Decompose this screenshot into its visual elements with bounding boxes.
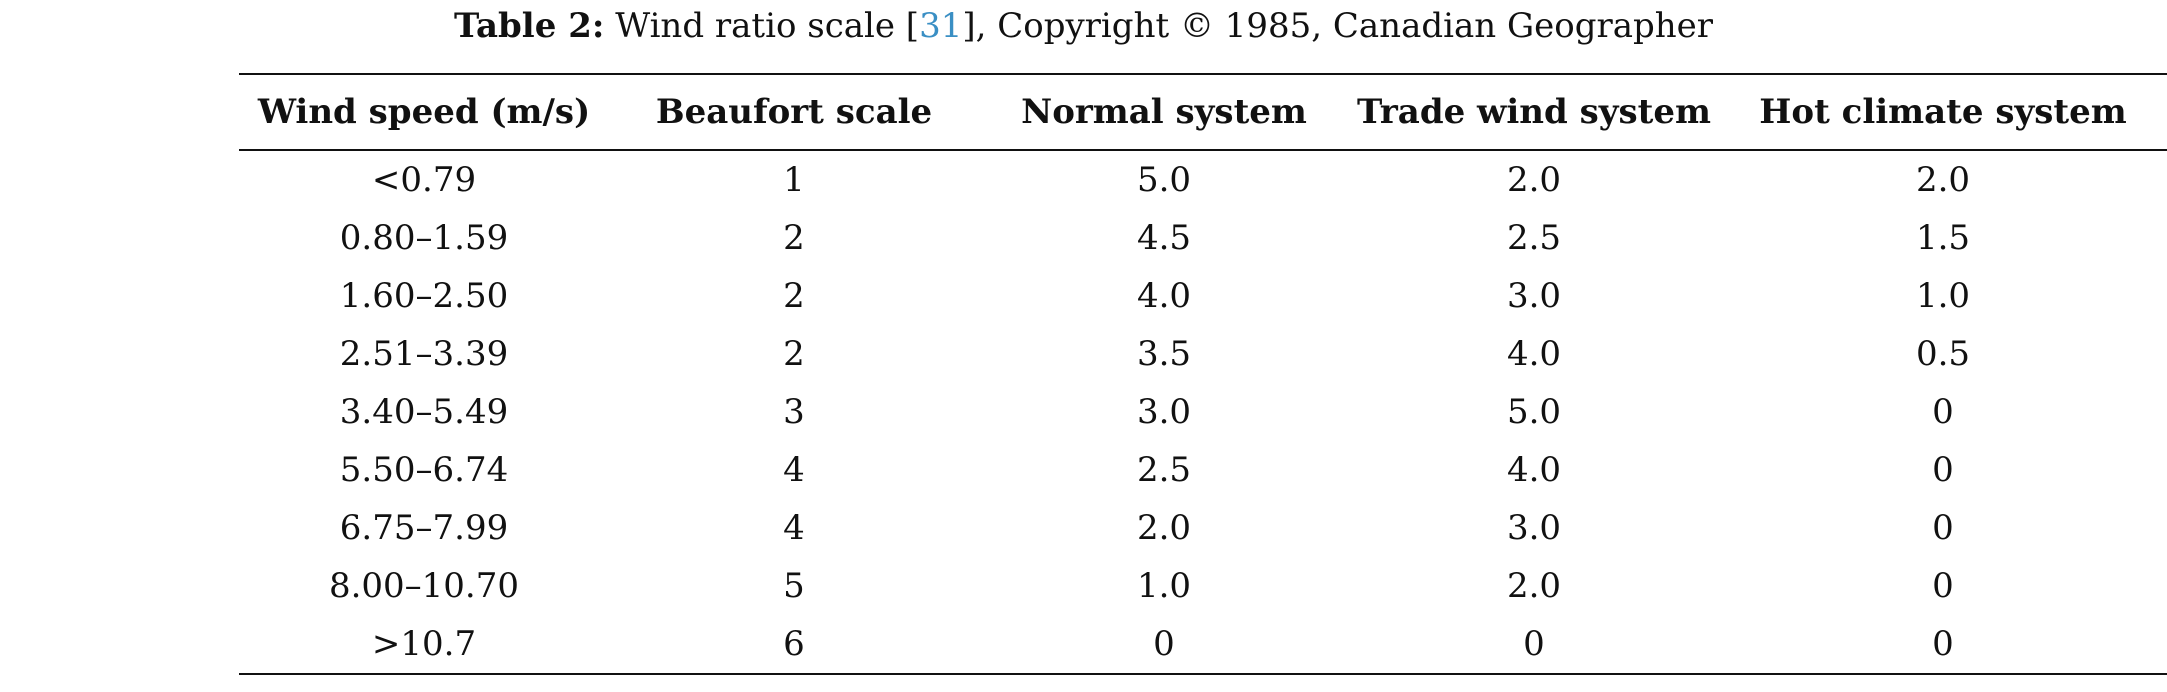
header-wind-speed: Wind speed (m/s) [239, 74, 609, 151]
cell-hot-climate-system: 1.0 [1915, 276, 1971, 316]
header-normal-system: Normal system [979, 74, 1349, 151]
cell-wind-speed: 3.40–5.49 [339, 392, 509, 432]
cell-wind-speed: 8.00–10.70 [328, 566, 520, 606]
table-caption: Table 2: Wind ratio scale [31], Copyrigh… [0, 6, 2167, 46]
cell-trade-wind-system: 5.0 [1506, 392, 1562, 432]
cell-beaufort-scale: 6 [783, 624, 805, 664]
cell-wind-speed: 1.60–2.50 [339, 276, 509, 316]
cell-wind-speed: 0.80–1.59 [339, 218, 509, 258]
cell-normal-system: 4.0 [1136, 276, 1192, 316]
cell-hot-climate-system: 0 [1932, 508, 1954, 548]
cell-trade-wind-system: 2.0 [1506, 160, 1562, 200]
table-row: 0.80–1.59 2 4.5 2.5 1.5 [239, 209, 2167, 267]
cell-hot-climate-system: 0 [1932, 566, 1954, 606]
cell-beaufort-scale: 2 [783, 334, 805, 374]
wind-ratio-table: Wind speed (m/s) Beaufort scale Normal s… [239, 73, 2167, 675]
cell-hot-climate-system: 0 [1932, 392, 1954, 432]
cell-beaufort-scale: 2 [783, 218, 805, 258]
cell-hot-climate-system: 2.0 [1915, 160, 1971, 200]
citation-link[interactable]: 31 [919, 6, 963, 46]
cell-beaufort-scale: 3 [783, 392, 805, 432]
cell-hot-climate-system: 0.5 [1915, 334, 1971, 374]
cell-normal-system: 0 [1153, 624, 1175, 664]
cell-wind-speed: 6.75–7.99 [339, 508, 509, 548]
caption-text-end: ], Copyright © 1985, Canadian Geographer [962, 6, 1714, 46]
cell-normal-system: 1.0 [1136, 566, 1192, 606]
table-container: Wind speed (m/s) Beaufort scale Normal s… [239, 73, 2167, 675]
cell-beaufort-scale: 5 [783, 566, 805, 606]
cell-beaufort-scale: 4 [783, 450, 805, 490]
cell-trade-wind-system: 4.0 [1506, 450, 1562, 490]
cell-normal-system: 3.0 [1136, 392, 1192, 432]
cell-beaufort-scale: 1 [783, 160, 805, 200]
table-row: 1.60–2.50 2 4.0 3.0 1.0 [239, 267, 2167, 325]
cell-trade-wind-system: 4.0 [1506, 334, 1562, 374]
cell-trade-wind-system: 3.0 [1506, 276, 1562, 316]
cell-hot-climate-system: 0 [1932, 624, 1954, 664]
table-row: 2.51–3.39 2 3.5 4.0 0.5 [239, 325, 2167, 383]
cell-normal-system: 3.5 [1136, 334, 1192, 374]
cell-wind-speed: >10.7 [371, 624, 477, 664]
cell-normal-system: 2.5 [1136, 450, 1192, 490]
table-row: 8.00–10.70 5 1.0 2.0 0 [239, 557, 2167, 615]
cell-beaufort-scale: 2 [783, 276, 805, 316]
table-row: 3.40–5.49 3 3.0 5.0 0 [239, 383, 2167, 441]
header-trade-wind-system: Trade wind system [1349, 74, 1719, 151]
cell-trade-wind-system: 3.0 [1506, 508, 1562, 548]
cell-wind-speed: 5.50–6.74 [339, 450, 509, 490]
cell-wind-speed: 2.51–3.39 [339, 334, 509, 374]
cell-wind-speed: <0.79 [371, 160, 477, 200]
cell-hot-climate-system: 1.5 [1915, 218, 1971, 258]
cell-trade-wind-system: 2.5 [1506, 218, 1562, 258]
header-row: Wind speed (m/s) Beaufort scale Normal s… [239, 74, 2167, 151]
cell-normal-system: 2.0 [1136, 508, 1192, 548]
cell-beaufort-scale: 4 [783, 508, 805, 548]
cell-trade-wind-system: 0 [1523, 624, 1545, 664]
table-row: 5.50–6.74 4 2.5 4.0 0 [239, 441, 2167, 499]
table-row: 6.75–7.99 4 2.0 3.0 0 [239, 499, 2167, 557]
header-hot-climate-system: Hot climate system [1719, 74, 2167, 151]
caption-text: Wind ratio scale [ [604, 6, 920, 46]
caption-label: Table 2: [453, 6, 605, 46]
cell-normal-system: 4.5 [1136, 218, 1192, 258]
header-beaufort-scale: Beaufort scale [609, 74, 979, 151]
cell-hot-climate-system: 0 [1932, 450, 1954, 490]
cell-normal-system: 5.0 [1136, 160, 1192, 200]
table-row: >10.7 6 0 0 0 [239, 615, 2167, 674]
cell-trade-wind-system: 2.0 [1506, 566, 1562, 606]
table-row: <0.79 1 5.0 2.0 2.0 [239, 150, 2167, 209]
